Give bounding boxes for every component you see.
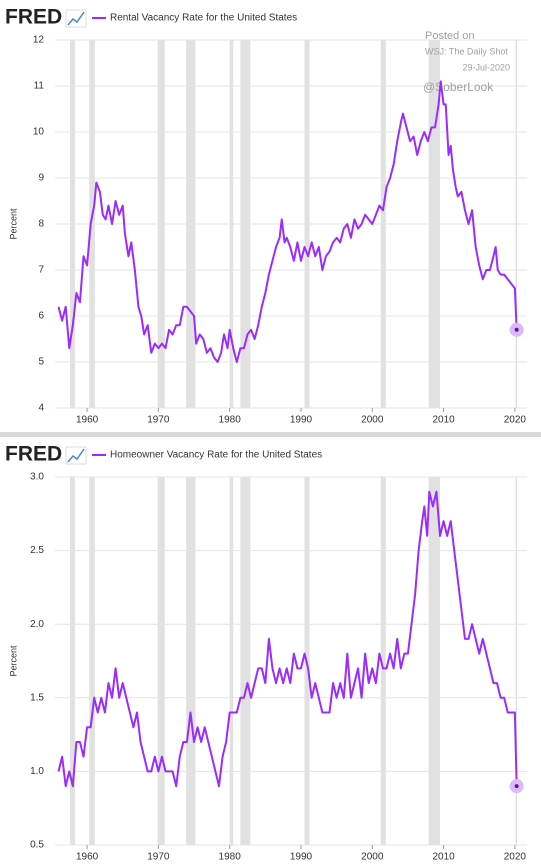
x-tick-label: 2020	[504, 852, 527, 863]
x-tick-label: 1980	[219, 852, 242, 863]
legend-label: Homeowner Vacancy Rate for the United St…	[110, 450, 322, 461]
recession-band	[89, 477, 95, 845]
x-tick-label: 2010	[432, 415, 455, 426]
annotation: Posted on	[425, 30, 475, 42]
y-axis-label: Percent	[8, 208, 18, 240]
recession-band	[380, 477, 386, 845]
logo-icon	[67, 448, 85, 463]
y-tick-label: 3.0	[30, 472, 44, 483]
annotation: 29-Jul-2020	[462, 62, 510, 72]
x-tick-label: 2000	[361, 415, 384, 426]
recession-band	[428, 477, 441, 845]
recession-band	[515, 477, 518, 845]
recession-band	[69, 477, 75, 845]
last-point	[514, 327, 519, 332]
y-tick-label: 10	[33, 127, 45, 138]
x-tick-label: 2000	[361, 852, 384, 863]
y-tick-label: 5	[38, 357, 44, 368]
y-tick-label: 2.5	[30, 545, 44, 556]
recession-band	[229, 477, 234, 845]
y-tick-label: 1.0	[30, 766, 44, 777]
recession-band	[240, 477, 251, 845]
y-tick-label: 8	[38, 219, 44, 230]
x-tick-label: 1990	[290, 852, 313, 863]
data-line	[57, 490, 518, 788]
legend-label: Rental Vacancy Rate for the United State…	[110, 13, 297, 24]
source-logo: FRED	[5, 6, 62, 29]
recession-band	[186, 477, 196, 845]
y-tick-label: 4	[38, 403, 44, 414]
x-tick-label: 1970	[147, 852, 170, 863]
y-tick-label: 1.5	[30, 692, 44, 703]
source-logo: FRED	[5, 443, 62, 466]
logo-icon-frame	[65, 446, 87, 465]
y-tick-label: 6	[38, 311, 44, 322]
x-tick-label: 1960	[76, 415, 99, 426]
x-tick-label: 2020	[504, 415, 527, 426]
annotation: WSJ: The Daily Shot	[425, 46, 508, 56]
data-line	[57, 80, 518, 363]
logo-icon	[67, 11, 85, 26]
y-tick-label: 0.5	[30, 840, 44, 851]
y-tick-label: 12	[33, 35, 45, 46]
x-tick-label: 2010	[432, 852, 455, 863]
y-tick-label: 2.0	[30, 619, 44, 630]
x-tick-label: 1990	[290, 415, 313, 426]
x-tick-label: 1980	[219, 415, 242, 426]
y-axis-label: Percent	[8, 645, 18, 677]
x-tick-label: 1970	[147, 415, 170, 426]
x-tick-label: 1960	[76, 852, 99, 863]
logo-icon-frame	[65, 9, 87, 28]
y-tick-label: 9	[38, 173, 44, 184]
annotation: @SoberLook	[423, 80, 494, 94]
y-tick-label: 11	[34, 81, 45, 92]
recession-band	[157, 477, 165, 845]
panel-separator	[0, 432, 541, 437]
last-point	[514, 784, 519, 789]
y-tick-label: 7	[38, 265, 44, 276]
